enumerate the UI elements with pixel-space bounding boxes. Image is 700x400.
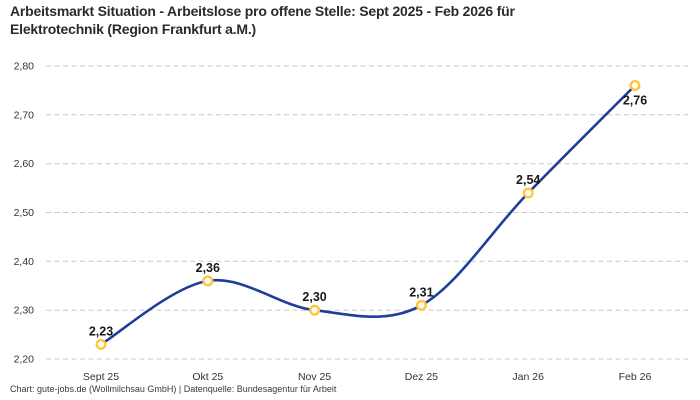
chart-title-line2: Elektrotechnik (Region Frankfurt a.M.) <box>10 21 256 37</box>
y-tick-label: 2,60 <box>14 158 35 170</box>
y-tick-label: 2,40 <box>14 256 35 268</box>
chart-credit: Chart: gute-jobs.de (Wollmilchsau GmbH) … <box>10 384 337 394</box>
x-tick-label: Jan 26 <box>512 371 544 383</box>
data-point-label: 2,23 <box>89 324 113 338</box>
data-point-label: 2,54 <box>516 173 540 187</box>
x-tick-label: Nov 25 <box>298 371 331 383</box>
data-point-marker <box>629 79 641 91</box>
y-tick-label: 2,80 <box>14 61 35 73</box>
data-point-label: 2,30 <box>302 290 326 304</box>
y-tick-label: 2,30 <box>14 305 35 317</box>
data-point-marker <box>202 275 214 287</box>
data-point-label: 2,36 <box>196 261 220 275</box>
x-tick-label: Dez 25 <box>405 371 438 383</box>
y-tick-label: 2,20 <box>14 354 35 366</box>
line-series <box>99 84 637 346</box>
chart-title: Arbeitsmarkt Situation - Arbeitslose pro… <box>10 2 515 38</box>
y-tick-label: 2,50 <box>14 207 35 219</box>
x-tick-label: Feb 26 <box>619 371 652 383</box>
data-point-marker <box>309 304 321 316</box>
x-tick-label: Sept 25 <box>83 371 119 383</box>
x-tick-label: Okt 25 <box>192 371 223 383</box>
data-point-marker <box>415 299 427 311</box>
data-point-marker <box>95 338 107 350</box>
data-point-marker <box>522 187 534 199</box>
y-tick-label: 2,70 <box>14 109 35 121</box>
data-point-label: 2,31 <box>409 285 433 299</box>
data-point-label: 2,76 <box>623 94 647 108</box>
chart-title-line1: Arbeitsmarkt Situation - Arbeitslose pro… <box>10 3 515 19</box>
